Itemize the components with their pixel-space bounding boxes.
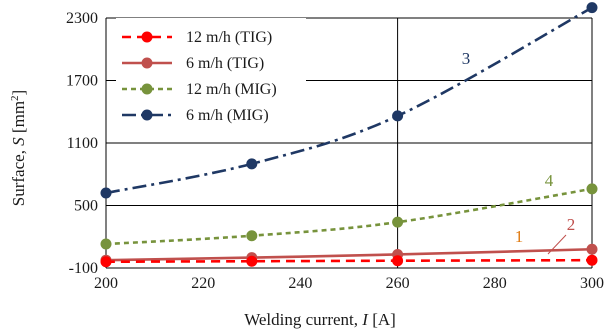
y-tick-label: 1700: [66, 73, 98, 90]
x-tick-label: 260: [386, 275, 410, 292]
annotation-leader: [547, 234, 567, 255]
series-group: [100, 2, 598, 268]
data-point: [246, 230, 258, 242]
legend-label: 12 m/h (MIG): [186, 81, 277, 98]
legend-label: 6 m/h (TIG): [186, 55, 264, 72]
legend-marker: [141, 83, 153, 95]
legend-marker: [141, 57, 153, 69]
data-point: [392, 216, 404, 228]
data-point: [392, 110, 404, 122]
data-point: [586, 254, 598, 266]
tick-labels: 200 220 240 260 280 300 -100 500 1100 1700 2300: [66, 10, 604, 292]
legend-label: 12 m/h (TIG): [186, 29, 272, 46]
data-point: [246, 255, 258, 267]
data-point: [586, 183, 598, 195]
series-line: [105, 187, 593, 246]
data-point: [586, 243, 598, 255]
y-tick-label: 1100: [67, 135, 98, 152]
x-tick-label: 300: [580, 275, 604, 292]
legend-label: 6 m/h (MIG): [186, 107, 269, 124]
series-annotation: 1: [515, 227, 524, 246]
series-annotation: 3: [462, 49, 471, 68]
data-point: [586, 2, 598, 14]
y-tick-label: 2300: [66, 10, 98, 27]
legend-marker: [141, 31, 153, 43]
x-tick-label: 240: [288, 275, 312, 292]
legend: 12 m/h (TIG) 6 m/h (TIG) 12 m/h (MIG) 6 m/h…: [116, 18, 306, 128]
data-point: [100, 256, 112, 268]
x-tick-label: 280: [483, 275, 507, 292]
series-line: [105, 258, 593, 264]
series-line: [105, 247, 593, 262]
series-annotation: 4: [545, 171, 554, 190]
y-tick-label: -100: [69, 260, 98, 277]
y-axis-label: Surface, S [mm2]: [9, 90, 28, 206]
legend-marker: [141, 109, 153, 121]
data-point: [246, 158, 258, 170]
series-line: [105, 6, 593, 195]
x-tick-label: 200: [94, 275, 118, 292]
data-point: [100, 187, 112, 199]
series-annotation: 2: [567, 215, 576, 234]
data-point: [392, 255, 404, 267]
series-annotations: 1 2 4 3: [462, 49, 576, 255]
data-point: [100, 238, 112, 250]
y-tick-label: 500: [74, 198, 98, 215]
x-axis-label: Welding current, I [A]: [244, 310, 396, 329]
x-tick-label: 220: [191, 275, 215, 292]
